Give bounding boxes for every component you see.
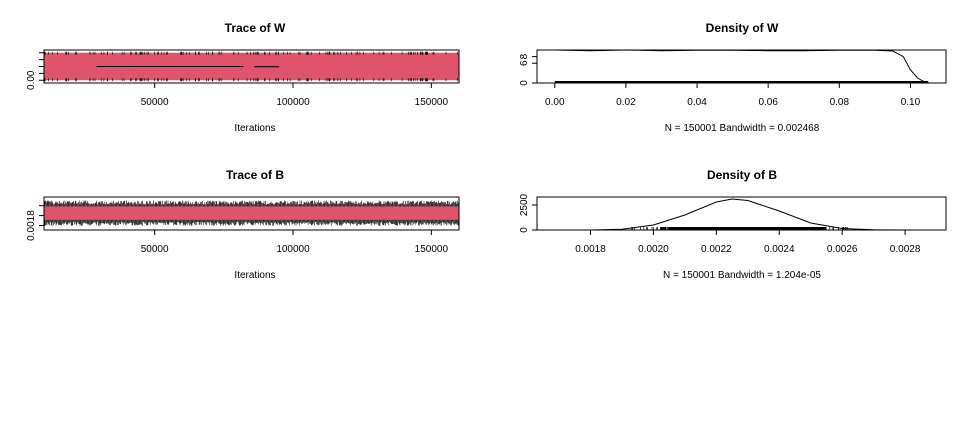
x-tick-label: 0.06 [758, 97, 778, 108]
x-tick-label: 0.02 [616, 97, 636, 108]
plot-frame [43, 196, 460, 231]
trace-b-xlabel: Iterations [234, 270, 275, 281]
density-b-title: Density of B [707, 168, 777, 182]
x-tick-label: 100000 [276, 97, 310, 108]
trace-w-xlabel: Iterations [234, 123, 275, 134]
panel-trace-b: Trace of B 50000 100000 150000 0.0018 Itera… [26, 168, 460, 281]
x-tick-label: 150000 [415, 244, 449, 255]
density-b-xlabel: N = 150001 Bandwidth = 1.204e-05 [663, 270, 821, 281]
x-tick-label: 50000 [141, 244, 169, 255]
x-tick-label: 0.0024 [764, 244, 795, 255]
trace-b-series [44, 206, 459, 220]
density-w-rug [554, 81, 929, 83]
y-tick-label: 0.0018 [26, 210, 37, 241]
x-tick-label: 0.10 [901, 97, 921, 108]
density-w-xlabel: N = 150001 Bandwidth = 0.002468 [665, 123, 820, 134]
x-tick-label: 0.0022 [701, 244, 732, 255]
y-tick-label: 0.00 [26, 70, 37, 90]
plot-frame [536, 49, 947, 84]
x-tick-label: 0.00 [545, 97, 565, 108]
trace-w-plot: 50000 100000 150000 0.00 [26, 49, 460, 108]
y-tick-label: 6 [519, 60, 530, 66]
y-tick-label: 2500 [519, 193, 530, 216]
panel-density-b: Density of B 0.0018 0.0020 0.0022 0.0024 0.0… [519, 168, 947, 281]
x-tick-label: 0.0020 [638, 244, 669, 255]
x-tick-label: 0.04 [687, 97, 707, 108]
panel-trace-w: Trace of W 50000 100000 150000 0.00 Iterati… [26, 21, 460, 134]
y-tick-label: 8 [519, 53, 530, 59]
density-b-curve [590, 198, 906, 231]
density-b-plot: 0.0018 0.0020 0.0022 0.0024 0.0026 0.0028 0 250… [519, 193, 947, 255]
x-tick-label: 0.0026 [827, 244, 858, 255]
density-w-plot: 0.00 0.02 0.04 0.06 0.08 0.10 0 68 [519, 49, 947, 108]
trace-w-title: Trace of W [225, 21, 286, 35]
x-tick-label: 0.0028 [890, 244, 921, 255]
x-tick-label: 50000 [141, 97, 169, 108]
density-b-rug-core [669, 227, 827, 230]
x-tick-label: 150000 [415, 97, 449, 108]
x-tick-label: 0.08 [830, 97, 850, 108]
y-tick-label: 0 [519, 80, 530, 86]
density-w-curve [554, 49, 929, 84]
panel-density-w: Density of W 0.00 0.02 0.04 0.06 0.08 0.10 0 68… [519, 21, 947, 134]
plot-frame [536, 196, 947, 231]
density-w-title: Density of W [706, 21, 779, 35]
x-tick-label: 100000 [276, 244, 310, 255]
y-tick-label: 0 [519, 227, 530, 233]
trace-b-title: Trace of B [226, 168, 284, 182]
x-tick-label: 0.0018 [575, 244, 606, 255]
trace-b-plot: 50000 100000 150000 0.0018 [26, 196, 460, 255]
